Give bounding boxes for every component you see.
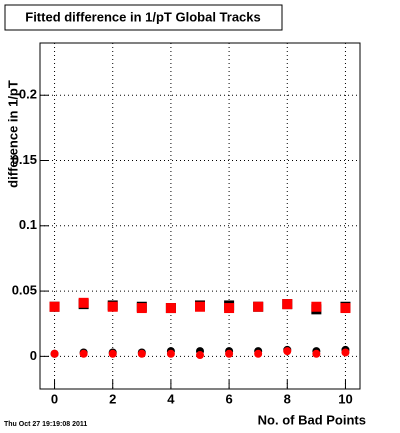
square-marker — [107, 301, 118, 312]
circle-marker — [79, 349, 88, 358]
timestamp: Thu Oct 27 19:19:08 2011 — [4, 421, 87, 428]
x-axis-label: No. of Bad Points — [258, 412, 366, 427]
chart-title: Fitted difference in 1/pT Global Tracks — [25, 9, 261, 24]
y-tick-label: 0.15 — [12, 152, 37, 167]
square-marker — [224, 303, 235, 314]
y-tick-label: 0 — [30, 348, 37, 363]
y-tick-label: 0.05 — [12, 283, 37, 298]
circle-marker — [166, 349, 175, 358]
square-marker — [136, 303, 147, 314]
square-marker — [340, 303, 351, 314]
y-axis-label: difference in 1/pT — [5, 80, 20, 188]
circle-marker — [312, 349, 321, 358]
x-tick-label: 6 — [225, 391, 232, 406]
square-marker — [253, 301, 264, 312]
circle-marker — [341, 348, 350, 357]
circle-marker — [225, 349, 234, 358]
x-tick-label: 4 — [167, 391, 175, 406]
title-box — [4, 4, 283, 31]
circle-marker — [254, 349, 263, 358]
circle-marker — [137, 349, 146, 358]
circle-marker — [108, 349, 117, 358]
x-tick-label: 10 — [338, 391, 352, 406]
circle-marker — [50, 349, 59, 358]
x-tick-label: 8 — [284, 391, 291, 406]
square-marker — [165, 303, 176, 314]
x-tick-label: 2 — [109, 391, 116, 406]
plot-frame — [39, 42, 361, 390]
x-tick-label: 0 — [51, 391, 58, 406]
circle-marker — [283, 347, 292, 356]
square-marker — [311, 301, 322, 312]
square-marker — [195, 301, 205, 312]
square-marker — [78, 297, 89, 308]
y-tick-label: 0.2 — [19, 87, 37, 102]
square-marker — [282, 299, 293, 310]
circle-marker — [196, 351, 204, 360]
y-tick-label: 0.1 — [19, 217, 37, 232]
square-marker — [49, 301, 60, 312]
